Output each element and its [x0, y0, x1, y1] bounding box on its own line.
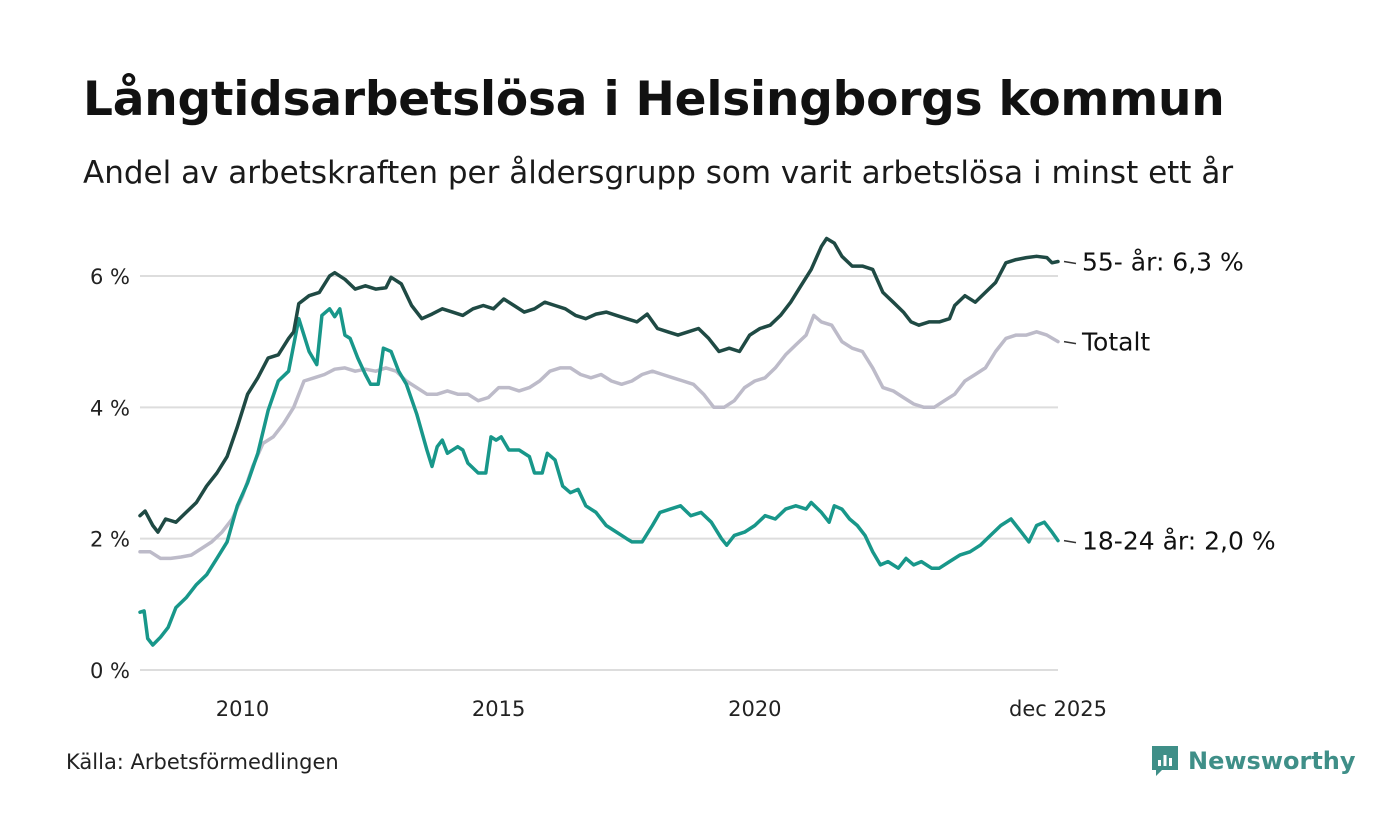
y-axis-ticks: 0 % 2 % 4 % 6 %: [90, 265, 130, 683]
series-end-label: 55- år: 6,3 %: [1082, 248, 1244, 277]
end-label-connector: [1063, 340, 1077, 345]
x-tick-label: 2010: [216, 697, 269, 721]
series-line-0: [138, 236, 1060, 534]
brand-logo[interactable]: Newsworthy: [1150, 744, 1356, 778]
series-line-1: [138, 313, 1060, 561]
chart-title: Långtidsarbetslösa i Helsingborgs kommun: [83, 72, 1225, 127]
series-lines: [138, 236, 1060, 647]
newsworthy-logo-icon: [1152, 746, 1178, 776]
x-tick-label: dec 2025: [1009, 697, 1107, 721]
series-end-labels: 55- år: 6,3 % Totalt 18-24 år: 2,0 %: [1063, 248, 1276, 556]
grid-lines: [140, 274, 1058, 671]
y-tick-label: 0 %: [90, 659, 130, 683]
brand-name: Newsworthy: [1188, 747, 1356, 775]
chart-subtitle: Andel av arbetskraften per åldersgrupp s…: [83, 155, 1234, 191]
y-tick-label: 2 %: [90, 528, 130, 552]
series-end-label: Totalt: [1081, 328, 1150, 357]
end-label-connector: [1063, 260, 1077, 265]
x-axis-ticks: 2010 2015 2020 dec 2025: [216, 697, 1107, 721]
series-line-2: [138, 307, 1060, 647]
x-tick-label: 2020: [728, 697, 781, 721]
y-tick-label: 6 %: [90, 265, 130, 289]
x-tick-label: 2015: [472, 697, 525, 721]
source-note: Källa: Arbetsförmedlingen: [66, 750, 339, 774]
end-label-connector: [1063, 539, 1077, 544]
series-end-label: 18-24 år: 2,0 %: [1082, 527, 1276, 556]
y-tick-label: 4 %: [90, 396, 130, 420]
